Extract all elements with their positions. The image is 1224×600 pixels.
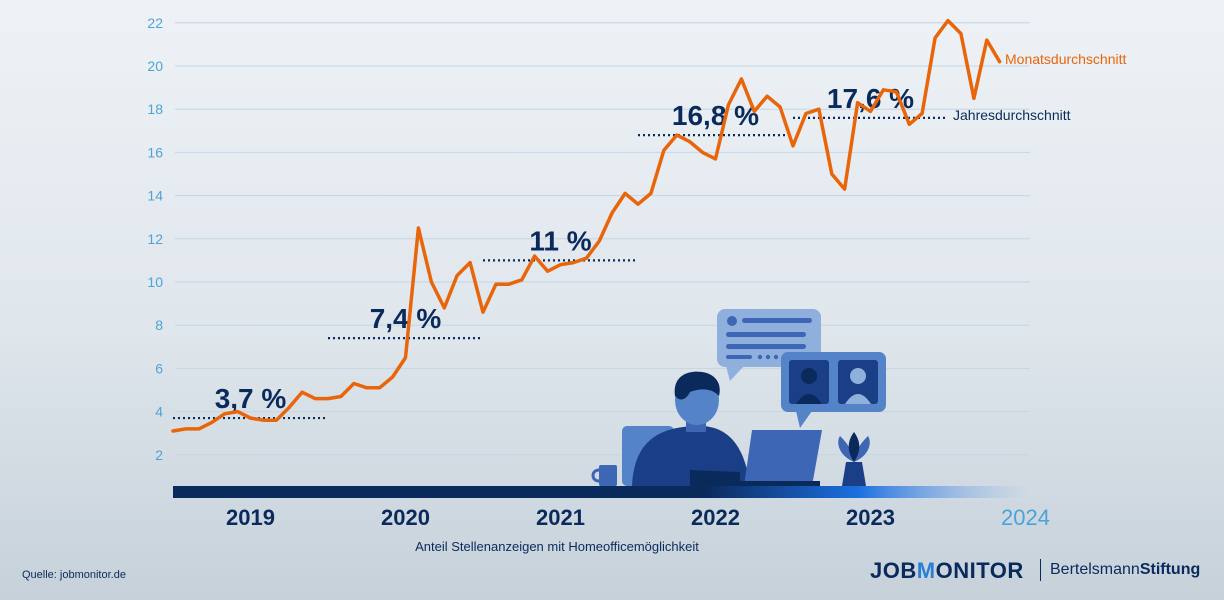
jobmonitor-logo: JOBMONITOR <box>870 558 1024 583</box>
annual-average-label: 16,8 % <box>672 100 759 131</box>
annual-average-label: 7,4 % <box>370 303 442 334</box>
bertelsmann-stiftung-logo: BertelsmannStiftung <box>1050 561 1201 578</box>
year-label: 2019 <box>226 505 275 530</box>
y-tick-label: 20 <box>147 58 163 74</box>
y-tick-label: 6 <box>155 360 163 376</box>
y-tick-label: 4 <box>155 404 163 420</box>
x-axis-label: Anteil Stellenanzeigen mit Homeofficemög… <box>415 539 699 554</box>
year-label: 2024 <box>1001 505 1050 530</box>
y-axis: 2 4 6 8 10 12 14 16 18 20 22 <box>147 15 163 463</box>
mug-icon <box>591 465 617 486</box>
grid-lines <box>175 22 1030 456</box>
y-tick-label: 16 <box>147 144 163 160</box>
home-office-illustration <box>591 309 886 487</box>
y-tick-label: 10 <box>147 274 163 290</box>
y-tick-label: 18 <box>147 101 163 117</box>
y-tick-label: 14 <box>147 188 163 204</box>
y-tick-label: 2 <box>155 447 163 463</box>
annual-average-label: 3,7 % <box>215 383 287 414</box>
legend-jahresdurchschnitt: Jahresdurchschnitt <box>953 107 1071 123</box>
y-tick-label: 8 <box>155 317 163 333</box>
annual-average-labels: 3,7 %7,4 %11 %16,8 %17,6 % <box>215 83 914 414</box>
year-label: 2022 <box>691 505 740 530</box>
monthly-average-line <box>171 18 1002 433</box>
video-call-icon <box>781 352 886 428</box>
x-axis-baseline <box>173 486 1030 498</box>
y-tick-label: 22 <box>147 15 163 31</box>
legend-monatsdurchschnitt: Monatsdurchschnitt <box>1005 51 1127 67</box>
annual-average-label: 11 % <box>529 225 591 256</box>
logo-divider <box>1040 559 1041 581</box>
year-label: 2020 <box>381 505 430 530</box>
laptop-icon <box>700 430 822 487</box>
annual-average-lines <box>173 116 948 420</box>
plant-icon <box>838 432 870 486</box>
year-label: 2023 <box>846 505 895 530</box>
y-tick-label: 12 <box>147 231 163 247</box>
x-axis-year-labels: 2019 2020 2021 2022 2023 2024 <box>226 505 1050 530</box>
source-note: Quelle: jobmonitor.de <box>22 569 126 581</box>
year-label: 2021 <box>536 505 585 530</box>
